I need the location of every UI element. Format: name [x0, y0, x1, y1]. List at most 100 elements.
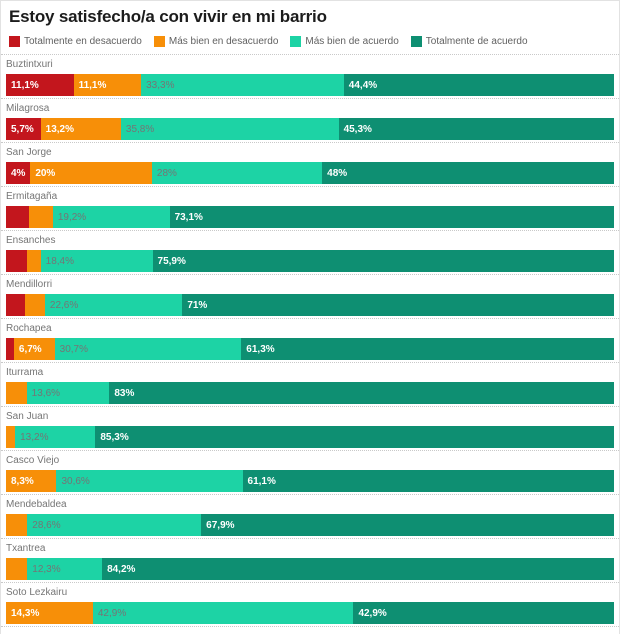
- bar-segment[interactable]: 28,6%: [27, 514, 202, 536]
- bar-segment[interactable]: [6, 514, 28, 536]
- stacked-bar: 6,7% 30,7% 61,3%: [6, 338, 614, 360]
- legend-item-label: Totalmente en desacuerdo: [24, 36, 142, 47]
- segment-value-label: 71%: [187, 299, 208, 311]
- segment-value-label: 22,6%: [49, 299, 79, 311]
- segment-value-label: 28,6%: [32, 519, 61, 531]
- segment-value-label: 11,1%: [11, 79, 39, 91]
- bar-segment[interactable]: [6, 558, 28, 580]
- stacked-bar: 22,6% 71%: [6, 294, 614, 316]
- bar-segment[interactable]: 71%: [182, 294, 614, 316]
- bar-segment[interactable]: 30,7%: [54, 338, 242, 360]
- bar-segment[interactable]: 45,3%: [338, 118, 614, 140]
- bar-segment[interactable]: 8,3%: [6, 470, 57, 492]
- category-label: Casco Viejo: [6, 455, 60, 466]
- stacked-bar: 19,2% 73,1%: [6, 206, 615, 228]
- segment-value-label: 30,7%: [59, 343, 88, 355]
- bar-segment[interactable]: [6, 250, 27, 272]
- segment-value-label: 13,6%: [31, 387, 61, 399]
- bar-segment[interactable]: 67,9%: [201, 514, 614, 536]
- stacked-bar: 14,3% 42,9% 42,9%: [6, 602, 615, 624]
- bar-segment[interactable]: 33,3%: [141, 74, 344, 96]
- bar-segment[interactable]: [6, 294, 26, 316]
- chart-title: Estoy satisfecho/a con vivir en mi barri…: [9, 7, 327, 26]
- chart-body: Buztintxuri 11,1% 11,1% 33,3% 44,4% Milagrosa…: [1, 54, 619, 627]
- category-label: San Jorge: [6, 147, 52, 158]
- bar-segment[interactable]: 48%: [322, 162, 614, 184]
- chart-row: Ensanches 18,4% 75,9%: [1, 231, 619, 275]
- segment-value-label: 13,2%: [45, 123, 75, 135]
- segment-value-label: 85,3%: [100, 431, 129, 443]
- segment-value-label: 48%: [327, 167, 348, 179]
- bar-segment[interactable]: 6,7%: [13, 338, 55, 360]
- legend-item-label: Totalmente de acuerdo: [425, 36, 528, 47]
- bar-segment[interactable]: 30,6%: [56, 470, 243, 492]
- bar-segment[interactable]: 28%: [151, 162, 323, 184]
- segment-value-label: 61,1%: [247, 475, 276, 487]
- category-label: Iturrama: [6, 367, 44, 378]
- category-label: Mendebaldea: [6, 499, 67, 510]
- bar-segment[interactable]: [6, 206, 30, 228]
- category-label: Txantrea: [6, 543, 46, 554]
- bar-segment[interactable]: 13,6%: [26, 382, 110, 404]
- bar-segment[interactable]: 18,4%: [40, 250, 153, 272]
- stacked-bar: 18,4% 75,9%: [6, 250, 614, 272]
- bar-segment[interactable]: 19,2%: [52, 206, 170, 228]
- bar-segment[interactable]: 42,9%: [92, 602, 354, 624]
- category-label: Soto Lezkairu: [6, 587, 68, 598]
- bar-segment[interactable]: [6, 382, 27, 404]
- bar-segment[interactable]: 12,3%: [27, 558, 103, 580]
- segment-value-label: 42,9%: [358, 607, 387, 619]
- chart-row: Iturrama 13,6% 83%: [1, 363, 619, 407]
- bar-segment[interactable]: [26, 250, 41, 272]
- bar-segment[interactable]: 5,7%: [6, 118, 41, 140]
- bar-segment[interactable]: 61,1%: [242, 470, 614, 492]
- segment-value-label: 84,2%: [107, 563, 136, 575]
- chart-row: Ermitagaña 19,2% 73,1%: [1, 187, 619, 231]
- bar-segment[interactable]: 22,6%: [44, 294, 183, 316]
- bar-segment[interactable]: 75,9%: [152, 250, 614, 272]
- category-label: Rochapea: [6, 323, 52, 334]
- bar-segment[interactable]: [29, 206, 53, 228]
- bar-segment[interactable]: 11,1%: [73, 74, 142, 96]
- category-label: Ensanches: [6, 235, 56, 246]
- stacked-bar: 28,6% 67,9%: [6, 514, 614, 536]
- chart-row: Casco Viejo 8,3% 30,6% 61,1%: [1, 451, 619, 495]
- segment-value-label: 30,6%: [61, 475, 90, 487]
- segment-value-label: 14,3%: [11, 607, 40, 619]
- bar-segment[interactable]: 85,3%: [95, 426, 614, 448]
- legend-item-label: Más bien de acuerdo: [305, 36, 399, 47]
- segment-value-label: 11,1%: [78, 79, 107, 91]
- segment-value-label: 8,3%: [11, 475, 34, 487]
- bar-segment[interactable]: 42,9%: [353, 602, 615, 624]
- legend-item: Totalmente en desacuerdo: [9, 36, 142, 47]
- bar-segment[interactable]: 35,8%: [120, 118, 339, 140]
- chart-row: Soto Lezkairu 14,3% 42,9% 42,9%: [1, 583, 619, 627]
- bar-segment[interactable]: 11,1%: [6, 74, 74, 96]
- bar-segment[interactable]: [6, 338, 14, 360]
- category-label: Mendillorri: [6, 279, 53, 290]
- segment-value-label: 6,7%: [18, 343, 42, 355]
- stacked-bar: 12,3% 84,2%: [6, 558, 614, 580]
- chart-row: San Jorge 4% 20% 28% 48%: [1, 143, 619, 187]
- bar-segment[interactable]: 84,2%: [102, 558, 614, 580]
- bar-segment[interactable]: 4%: [6, 162, 31, 184]
- legend-color-swatch: [410, 36, 422, 47]
- bar-segment[interactable]: 73,1%: [169, 206, 615, 228]
- segment-value-label: 18,4%: [45, 255, 75, 267]
- bar-segment[interactable]: 44,4%: [343, 74, 615, 96]
- category-label: San Juan: [6, 411, 49, 422]
- bar-segment[interactable]: 61,3%: [241, 338, 614, 360]
- segment-value-label: 44,4%: [348, 79, 378, 91]
- bar-segment[interactable]: [6, 426, 16, 448]
- stacked-bar: 13,2% 85,3%: [6, 426, 614, 448]
- chart-row: Milagrosa 5,7% 13,2% 35,8% 45,3%: [1, 99, 619, 143]
- bar-segment[interactable]: 20%: [30, 162, 152, 184]
- bar-segment[interactable]: [25, 294, 45, 316]
- bar-segment[interactable]: 14,3%: [6, 602, 93, 624]
- bar-segment[interactable]: 83%: [109, 382, 614, 404]
- bar-segment[interactable]: 13,2%: [15, 426, 96, 448]
- bar-segment[interactable]: 13,2%: [40, 118, 121, 140]
- segment-value-label: 19,2%: [57, 211, 87, 223]
- segment-value-label: 33,3%: [146, 79, 175, 91]
